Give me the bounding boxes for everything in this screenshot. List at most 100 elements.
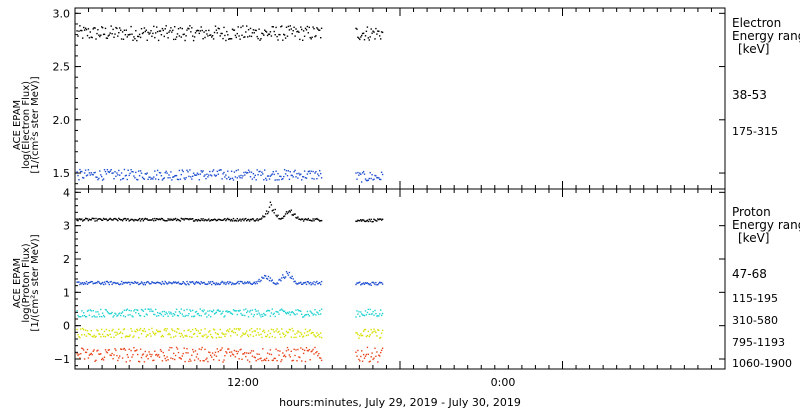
proton-y-tick-label: 1 [63, 286, 70, 299]
electron-point-175-315 [255, 179, 257, 181]
proton-point-115-195 [143, 282, 146, 284]
proton-point-115-195 [178, 283, 181, 285]
proton-point-47-68 [319, 220, 321, 222]
electron-point-38-53 [265, 30, 267, 32]
proton-point-310-580 [105, 309, 108, 311]
proton-point-115-195 [229, 281, 231, 283]
proton-point-1060-1900 [309, 359, 311, 361]
proton-point-310-580 [93, 315, 95, 317]
electron-point-175-315 [236, 177, 238, 179]
proton-point-310-580 [203, 309, 205, 311]
proton-point-1060-1900 [253, 356, 255, 358]
proton-point-310-580 [218, 310, 220, 312]
proton-point-47-68 [237, 220, 239, 222]
electron-point-38-53 [119, 27, 121, 29]
electron-point-38-53 [217, 27, 219, 29]
electron-point-175-315 [86, 174, 89, 176]
electron-point-175-315 [121, 178, 124, 180]
proton-point-795-1193 [155, 332, 157, 335]
electron-point-175-315 [109, 170, 111, 172]
electron-point-175-315 [210, 174, 212, 176]
proton-point-795-1193 [174, 330, 176, 332]
proton-point-115-195 [216, 283, 218, 286]
electron-point-38-53 [276, 35, 278, 38]
proton-point-1060-1900 [272, 359, 274, 361]
proton-point-795-1193 [253, 330, 255, 332]
proton-point-1060-1900 [277, 349, 279, 352]
electron-point-175-315 [216, 170, 218, 173]
electron-point-38-53 [247, 29, 250, 31]
electron-point-38-53 [259, 39, 261, 41]
proton-point-1060-1900 [179, 357, 182, 359]
proton-point-115-195 [358, 281, 360, 284]
proton-point-795-1193 [120, 331, 122, 333]
proton-point-1060-1900 [129, 360, 131, 362]
proton-point-47-68 [260, 218, 262, 220]
proton-point-310-580 [261, 313, 263, 316]
proton-point-47-68 [162, 219, 164, 221]
electron-point-38-53 [378, 30, 380, 32]
electron-point-175-315 [267, 175, 270, 177]
electron-point-175-315 [378, 177, 380, 179]
proton-point-47-68 [152, 218, 154, 220]
proton-point-1060-1900 [361, 350, 363, 352]
proton-point-47-68 [140, 218, 143, 220]
proton-point-115-195 [241, 281, 243, 283]
proton-point-115-195 [263, 277, 265, 279]
electron-point-38-53 [104, 27, 107, 30]
proton-point-310-580 [149, 310, 151, 312]
proton-point-1060-1900 [247, 352, 250, 354]
proton-point-795-1193 [120, 336, 123, 339]
proton-point-795-1193 [164, 328, 166, 330]
proton-point-115-195 [277, 283, 279, 285]
proton-point-47-68 [100, 218, 102, 220]
proton-point-47-68 [316, 217, 318, 220]
proton-point-47-68 [219, 219, 221, 221]
proton-point-47-68 [119, 218, 121, 220]
proton-point-795-1193 [115, 334, 117, 336]
electron-point-38-53 [305, 29, 308, 31]
proton-point-115-195 [189, 281, 191, 283]
proton-point-47-68 [360, 219, 362, 221]
electron-point-175-315 [181, 169, 183, 171]
proton-point-47-68 [216, 219, 218, 222]
proton-point-47-68 [235, 220, 237, 222]
proton-point-115-195 [76, 281, 78, 283]
proton-point-1060-1900 [225, 351, 227, 353]
proton-point-1060-1900 [210, 354, 212, 357]
proton-point-115-195 [107, 281, 109, 284]
proton-point-115-195 [315, 281, 317, 284]
proton-point-115-195 [221, 280, 223, 283]
proton-point-1060-1900 [287, 349, 290, 351]
proton-point-1060-1900 [280, 360, 282, 363]
proton-point-47-68 [356, 220, 358, 223]
proton-point-47-68 [113, 218, 115, 220]
proton-point-115-195 [138, 283, 140, 286]
proton-point-115-195 [101, 282, 103, 285]
proton-point-115-195 [165, 282, 167, 284]
proton-point-47-68 [165, 220, 167, 222]
proton-point-47-68 [252, 218, 255, 220]
proton-point-310-580 [293, 313, 295, 315]
electron-point-38-53 [153, 25, 155, 28]
electron-point-38-53 [221, 32, 223, 35]
proton-point-115-195 [100, 283, 102, 285]
proton-point-1060-1900 [306, 349, 309, 352]
proton-point-47-68 [256, 218, 258, 220]
electron-point-175-315 [110, 169, 112, 171]
proton-point-310-580 [117, 314, 119, 317]
electron-point-175-315 [140, 172, 143, 174]
proton-point-795-1193 [184, 335, 186, 337]
proton-point-47-68 [109, 217, 111, 220]
electron-point-175-315 [291, 174, 293, 177]
proton-point-795-1193 [149, 332, 151, 335]
proton-point-310-580 [197, 312, 200, 315]
electron-point-38-53 [208, 29, 210, 32]
electron-point-38-53 [136, 39, 138, 42]
proton-point-47-68 [275, 214, 277, 217]
proton-point-310-580 [80, 316, 82, 318]
electron-point-38-53 [309, 36, 311, 39]
proton-point-310-580 [264, 314, 266, 316]
electron-point-38-53 [169, 29, 171, 32]
proton-point-47-68 [213, 218, 216, 220]
